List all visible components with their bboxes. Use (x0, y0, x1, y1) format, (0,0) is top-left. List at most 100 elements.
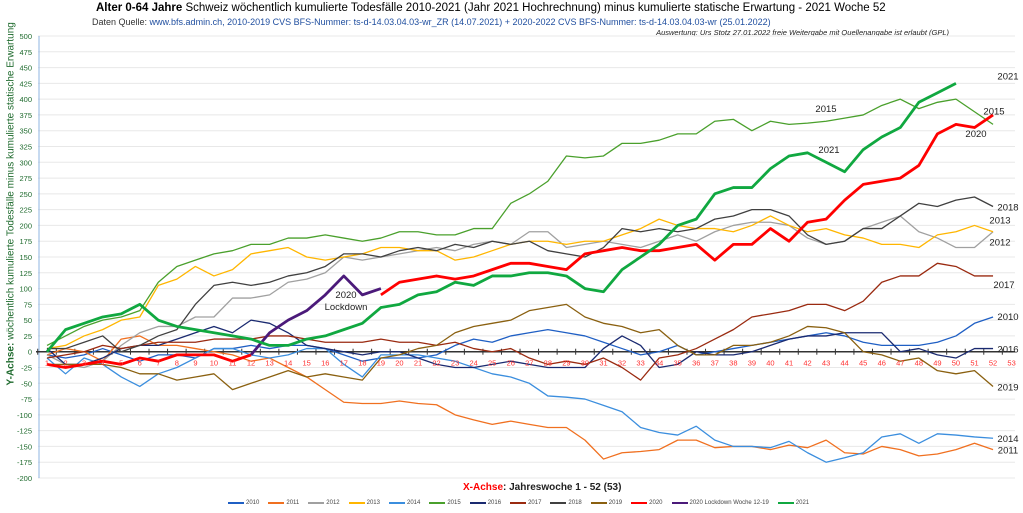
x-tick-label: 23 (451, 359, 459, 368)
legend-label: 2021 (795, 500, 810, 506)
series-label: 2014 (997, 434, 1018, 445)
y-tick-labels: 5004754504254003753503253002752502252001… (17, 32, 32, 483)
series-2020 (46, 113, 994, 369)
legend-swatch (777, 502, 794, 504)
legend-swatch (510, 502, 527, 504)
series-2016 (46, 319, 994, 369)
x-tick-label: 40 (766, 359, 774, 368)
legend-label: 2015 (447, 500, 461, 506)
data-source: Daten Quelle: www.bfs.admin.ch, 2010-201… (92, 17, 771, 27)
series-line (46, 98, 994, 346)
legend-swatch (671, 502, 688, 504)
series-label: 2021 (997, 71, 1018, 82)
x-tick-label: 41 (785, 359, 793, 368)
x-tick-label: 37 (711, 359, 719, 368)
x-tick-label: 9 (193, 359, 197, 368)
legend-item: 2014 (388, 500, 421, 506)
series-label: Lockdown (325, 302, 368, 313)
legend-label: 2018 (568, 500, 582, 506)
series-label: 2015 (983, 106, 1004, 117)
series-line (47, 196, 994, 353)
series-lines (45, 82, 994, 463)
series-2012 (46, 215, 994, 369)
source-label: Daten Quelle: (92, 17, 150, 27)
series-label: 2020 (335, 290, 356, 301)
series-label: 2018 (997, 202, 1018, 213)
x-tick-label: 5 (119, 359, 123, 368)
series-line (45, 82, 957, 353)
gridlines (38, 35, 1015, 479)
credit-note: Auswertung: Urs Stotz 27.01.2022 freie W… (656, 28, 949, 37)
y-tick-label: 0 (28, 348, 32, 357)
y-tick-label: 300 (19, 158, 32, 167)
y-tick-label: 325 (19, 143, 32, 152)
legend-swatch (348, 502, 365, 504)
series-line (47, 303, 994, 391)
legend-swatch (631, 502, 648, 504)
title-text: Schweiz wöchentlich kumulierte Todesfäll… (182, 2, 886, 14)
legend-label: 2020 Lockdown Woche 12-19 (689, 500, 769, 506)
x-tick-label: 46 (878, 359, 886, 368)
y-tick-label: 450 (19, 64, 32, 73)
series-line (46, 335, 994, 460)
x-tick-labels: 1 2 3 4 5 6 7 8 9 10 11 12 13 14 15 16 17 18 19 20 21 22 23 24 2… (45, 359, 1016, 368)
y-tick-label: 150 (19, 253, 32, 262)
legend-item: 2020 Lockdown Woche 12-19 (671, 500, 769, 506)
x-tick-label: 22 (432, 359, 440, 368)
y-tick-label: 475 (19, 48, 32, 57)
y-tick-label: 125 (19, 269, 32, 278)
legend-item: 2018 (550, 500, 582, 506)
x-tick-label: 34 (655, 359, 663, 368)
series-label: 2011 (998, 446, 1018, 457)
series-label: 2020 (965, 129, 986, 140)
y-tick-label: 50 (24, 316, 32, 325)
x-tick-label: 51 (970, 359, 978, 368)
legend-swatch (550, 502, 567, 504)
x-axis-label-red: X-Achse (463, 482, 504, 493)
legend-label: 2014 (406, 500, 421, 506)
x-tick-label: 49 (933, 359, 941, 368)
legend-item: 2012 (308, 500, 340, 506)
series-line (46, 215, 994, 369)
x-tick-label: 33 (636, 359, 644, 368)
series-2019 (47, 303, 994, 391)
series-label: 2015 (815, 104, 836, 115)
series-2017 (46, 262, 994, 381)
x-tick-label: 18 (358, 359, 366, 368)
y-tick-label: 425 (19, 79, 32, 88)
y-tick-label: 250 (19, 190, 32, 199)
x-tick-label: 29 (562, 359, 570, 368)
x-tick-label: 19 (377, 359, 385, 368)
y-tick-label: 275 (19, 174, 32, 183)
legend-item: 2011 (268, 500, 299, 506)
x-tick-label: 21 (414, 359, 422, 368)
x-tick-label: 8 (175, 359, 179, 368)
legend-item: 2013 (348, 500, 380, 506)
x-tick-label: 28 (544, 359, 552, 368)
source-text: www.bfs.admin.ch, 2010-2019 CVS BFS-Numm… (149, 17, 771, 27)
series-line (46, 353, 252, 369)
legend-label: 2020 (649, 500, 663, 506)
y-tick-label: -200 (17, 474, 32, 483)
x-tick-label: 17 (340, 359, 348, 368)
x-tick-label: 24 (469, 359, 477, 368)
legend-item: 2017 (510, 500, 541, 506)
x-tick-label: 30 (581, 359, 589, 368)
x-tick-label: 3 (82, 359, 86, 368)
legend-swatch (228, 502, 244, 504)
x-tick-label: 16 (321, 359, 329, 368)
x-tick-label: 7 (156, 359, 160, 368)
y-tick-label: 500 (19, 32, 32, 41)
y-tick-label: -50 (21, 379, 32, 388)
series-label: 2021 (818, 145, 839, 156)
legend-label: 2019 (608, 500, 623, 506)
x-tick-label: 43 (822, 359, 830, 368)
legend-item: 2019 (590, 500, 623, 506)
series-2018 (47, 196, 994, 353)
x-tick-label: 42 (803, 359, 811, 368)
legend-swatch (268, 502, 285, 504)
x-tick-label: 45 (859, 359, 867, 368)
y-tick-label: 175 (19, 237, 32, 246)
y-tick-label: -100 (17, 411, 32, 420)
